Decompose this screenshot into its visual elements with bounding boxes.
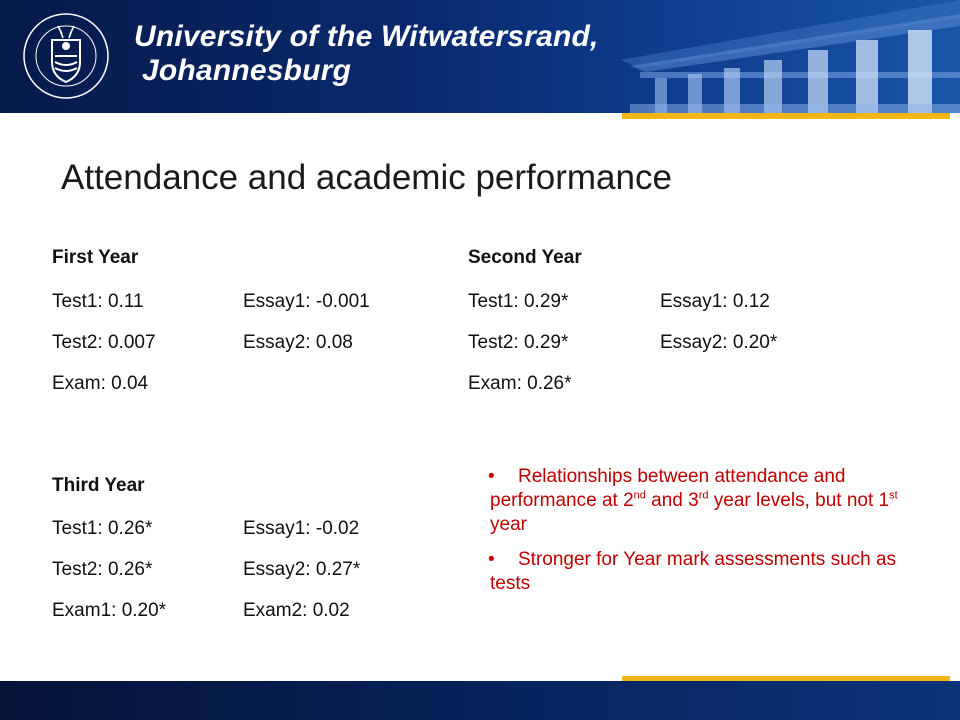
list-item: Test2: 0.007 Essay2: 0.08 — [52, 332, 432, 373]
third-year-exam1: Exam1: 0.20* — [52, 600, 167, 621]
bullet2-text: Stronger for Year mark assessments such … — [490, 549, 897, 594]
findings-bullet-list: • Relationships between attendance and p… — [488, 465, 915, 607]
third-year-essay2: Essay2: 0.27* — [243, 559, 361, 580]
second-year-essay1: Essay1: 0.12 — [660, 291, 770, 312]
bullet1-sup-rd: rd — [698, 489, 709, 502]
third-year-essay1: Essay1: -0.02 — [243, 518, 360, 539]
second-year-block: Second Year Test1: 0.29* Essay1: 0.12 Te… — [468, 247, 848, 414]
bullet-marker: • — [488, 466, 495, 487]
first-year-test1: Test1: 0.11 — [52, 291, 144, 312]
second-year-test1: Test1: 0.29* — [468, 291, 569, 312]
first-year-exam: Exam: 0.04 — [52, 373, 149, 394]
university-name-line2: Johannesburg — [142, 54, 352, 87]
first-year-essay1: Essay1: -0.001 — [243, 291, 370, 312]
slide-footer-bar — [0, 681, 960, 720]
list-item: Exam1: 0.20* Exam2: 0.02 — [52, 600, 432, 641]
third-year-block: Third Year Test1: 0.26* Essay1: -0.02 Te… — [52, 475, 432, 641]
slide-header-banner: University of the Witwatersrand, Johanne… — [0, 0, 960, 113]
second-year-heading: Second Year — [468, 247, 582, 268]
list-item: Test1: 0.26* Essay1: -0.02 — [52, 518, 432, 559]
second-year-test2: Test2: 0.29* — [468, 332, 569, 353]
first-year-block: First Year Test1: 0.11 Essay1: -0.001 Te… — [52, 247, 432, 414]
bullet1-text-a: Relationships between attendance and per… — [490, 466, 846, 511]
third-year-heading: Third Year — [52, 475, 145, 496]
gold-accent-bar-bottom — [622, 676, 950, 681]
second-year-essay2: Essay2: 0.20* — [660, 332, 778, 353]
first-year-heading: First Year — [52, 247, 139, 268]
bullet1-text-c: year levels, but not 1 — [708, 490, 890, 511]
bullet-marker: • — [488, 549, 495, 570]
third-year-exam2: Exam2: 0.02 — [243, 600, 350, 621]
bullet1-sup-st: st — [889, 489, 898, 502]
second-year-exam: Exam: 0.26* — [468, 373, 572, 394]
first-year-essay2: Essay2: 0.08 — [243, 332, 353, 353]
third-year-test2: Test2: 0.26* — [52, 559, 153, 580]
slide-title: Attendance and academic performance — [61, 158, 672, 197]
list-item: Test1: 0.11 Essay1: -0.001 — [52, 291, 432, 332]
bullet-stronger: • Stronger for Year mark assessments suc… — [488, 548, 915, 596]
university-name-line1: University of the Witwatersrand, — [134, 20, 599, 53]
list-item: Exam: 0.04 — [52, 373, 432, 414]
list-item: Exam: 0.26* — [468, 373, 848, 414]
list-item: Test1: 0.29* Essay1: 0.12 — [468, 291, 848, 332]
third-year-test1: Test1: 0.26* — [52, 518, 153, 539]
bullet1-sup-nd: nd — [633, 489, 646, 502]
bullet-relationships: • Relationships between attendance and p… — [488, 465, 915, 537]
wits-crest-icon — [23, 13, 109, 99]
bullet1-text-b: and 3 — [645, 490, 699, 511]
great-hall-columns-icon — [620, 0, 960, 113]
university-name: University of the Witwatersrand, Johanne… — [134, 20, 599, 88]
bullet1-text-d: year — [490, 514, 527, 535]
first-year-test2: Test2: 0.007 — [52, 332, 156, 353]
list-item: Test2: 0.29* Essay2: 0.20* — [468, 332, 848, 373]
gold-accent-bar-top — [622, 113, 950, 119]
list-item: Test2: 0.26* Essay2: 0.27* — [52, 559, 432, 600]
